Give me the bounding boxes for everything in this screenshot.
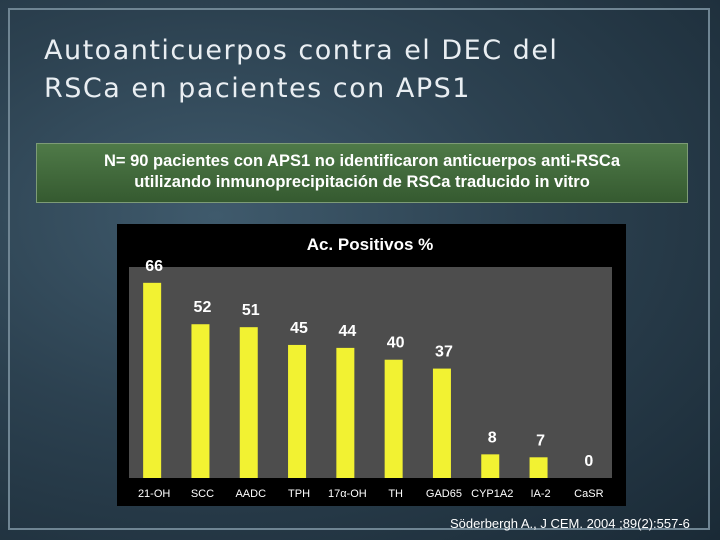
data-label-1: 66 xyxy=(145,258,163,275)
slide-title-line-2: RSCa en pacientes con APS1 xyxy=(44,73,471,104)
data-label-7: 37 xyxy=(435,344,453,361)
bar-3 xyxy=(239,327,258,478)
data-label-6: 40 xyxy=(387,335,405,352)
subtitle-line-1: N= 90 pacientes con APS1 no identificaro… xyxy=(103,152,621,170)
bar-chart-svg: Ac. Positivos % 66 21-OH 52 SCC 51 AADC 45 TPH 44… xyxy=(129,235,612,500)
category-label-10: CaSR xyxy=(574,488,603,500)
subtitle-line-2: utilizando inmunoprecipitación de RSCa t… xyxy=(134,173,590,191)
category-label-4: TPH xyxy=(288,488,310,500)
bar-9 xyxy=(529,457,548,478)
bar-4 xyxy=(288,344,307,478)
category-label-1: 21-OH xyxy=(138,488,170,500)
plot-background xyxy=(129,267,612,478)
slide-title: Autoanticuerpos contra el DEC del RSCa e… xyxy=(44,32,684,108)
citation: Söderbergh A., J CEM. 2004 ;89(2):557-6 xyxy=(450,516,690,531)
chart-title: Ac. Positivos % xyxy=(307,235,434,254)
data-label-5: 44 xyxy=(338,323,356,340)
category-label-2: SCC xyxy=(191,488,214,500)
bar-2 xyxy=(191,324,210,478)
slide-title-line-1: Autoanticuerpos contra el DEC del xyxy=(44,35,559,66)
data-label-4: 45 xyxy=(290,320,308,337)
data-label-10: 0 xyxy=(584,453,593,470)
bar-6 xyxy=(384,359,403,478)
subtitle-box: N= 90 pacientes con APS1 no identificaro… xyxy=(36,143,688,203)
bar-1 xyxy=(143,282,162,478)
bar-5 xyxy=(336,347,355,478)
category-label-8: CYP1A2 xyxy=(471,488,513,500)
category-label-5: 17α-OH xyxy=(328,488,367,500)
category-label-6: TH xyxy=(388,488,403,500)
category-label-9: IA-2 xyxy=(530,488,550,500)
data-label-8: 8 xyxy=(488,429,497,446)
bar-8 xyxy=(481,454,500,478)
bar-7 xyxy=(432,368,451,478)
data-label-2: 52 xyxy=(194,299,212,316)
data-label-9: 7 xyxy=(536,432,545,449)
data-label-3: 51 xyxy=(242,302,260,319)
slide-frame xyxy=(8,8,710,530)
bar-chart: Ac. Positivos % 66 21-OH 52 SCC 51 AADC 45 TPH 44… xyxy=(117,224,626,506)
category-label-7: GAD65 xyxy=(426,488,462,500)
category-label-3: AADC xyxy=(235,488,266,500)
